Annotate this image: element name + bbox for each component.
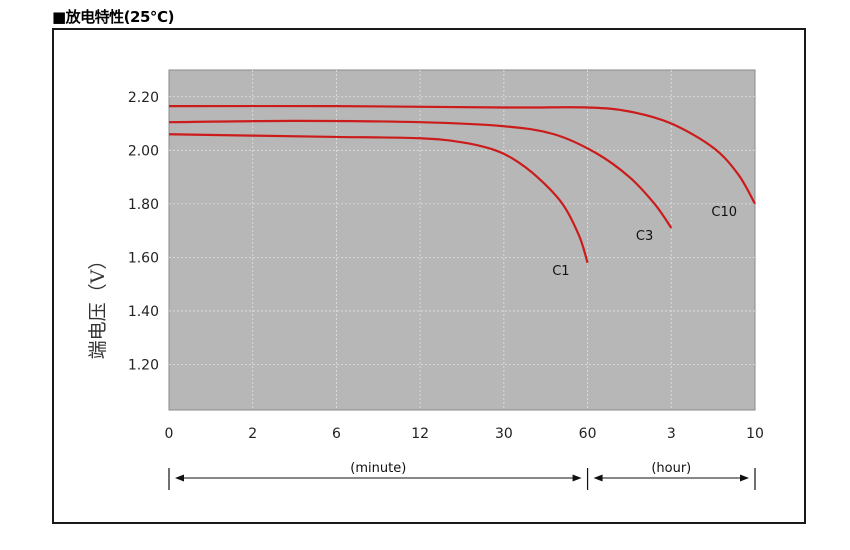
grid-lines bbox=[169, 70, 755, 410]
y-tick-label: 1.40 bbox=[128, 304, 159, 320]
arrow-left-icon bbox=[175, 474, 184, 482]
y-tick-label: 2.00 bbox=[128, 143, 159, 159]
x-tick-label: 12 bbox=[411, 426, 429, 442]
series-line-c3 bbox=[168, 119, 673, 229]
x-tick-label: 0 bbox=[165, 426, 174, 442]
arrow-right-icon bbox=[740, 474, 749, 482]
arrow-left-icon bbox=[593, 474, 603, 482]
series-line-c10 bbox=[168, 104, 756, 205]
series-labels: C1 C3 C10 bbox=[552, 205, 737, 279]
y-tick-label: 2.20 bbox=[128, 90, 159, 106]
x-tick-label: 3 bbox=[667, 426, 676, 442]
y-tick-label: 1.20 bbox=[128, 357, 159, 373]
x-tick-label: 6 bbox=[332, 426, 341, 442]
x-tick-labels: 0 2 6 12 30 60 3 10 bbox=[165, 426, 764, 442]
x-unit-segments: (minute) (hour) bbox=[168, 461, 756, 490]
unit-segment-label: (minute) bbox=[350, 461, 406, 476]
x-tick-label: 10 bbox=[746, 426, 764, 442]
x-tick-label: 30 bbox=[495, 426, 513, 442]
y-axis-label: 端电压（V） bbox=[87, 251, 109, 360]
series-label-c3: C3 bbox=[636, 229, 653, 244]
discharge-chart: 2.20 2.00 1.80 1.60 1.40 1.20 0 2 6 12 30 60 3 10 C1… bbox=[87, 69, 764, 490]
arrow-right-icon bbox=[572, 474, 582, 482]
unit-segment-label: (hour) bbox=[651, 461, 691, 476]
series-label-c1: C1 bbox=[552, 264, 569, 279]
y-tick-label: 1.80 bbox=[128, 197, 159, 213]
chart-frame: 2.20 2.00 1.80 1.60 1.40 1.20 0 2 6 12 30 60 3 10 C1… bbox=[52, 28, 806, 524]
chart-title: ■放电特性(25℃) bbox=[52, 8, 174, 26]
y-tick-label: 1.60 bbox=[128, 250, 159, 266]
x-tick-label: 60 bbox=[579, 426, 597, 442]
x-tick-label: 2 bbox=[248, 426, 257, 442]
series-line-c1 bbox=[168, 133, 589, 264]
series-label-c10: C10 bbox=[711, 205, 737, 220]
y-tick-labels: 2.20 2.00 1.80 1.60 1.40 1.20 bbox=[128, 90, 159, 374]
series-lines bbox=[168, 104, 756, 264]
plot-area bbox=[168, 69, 756, 411]
